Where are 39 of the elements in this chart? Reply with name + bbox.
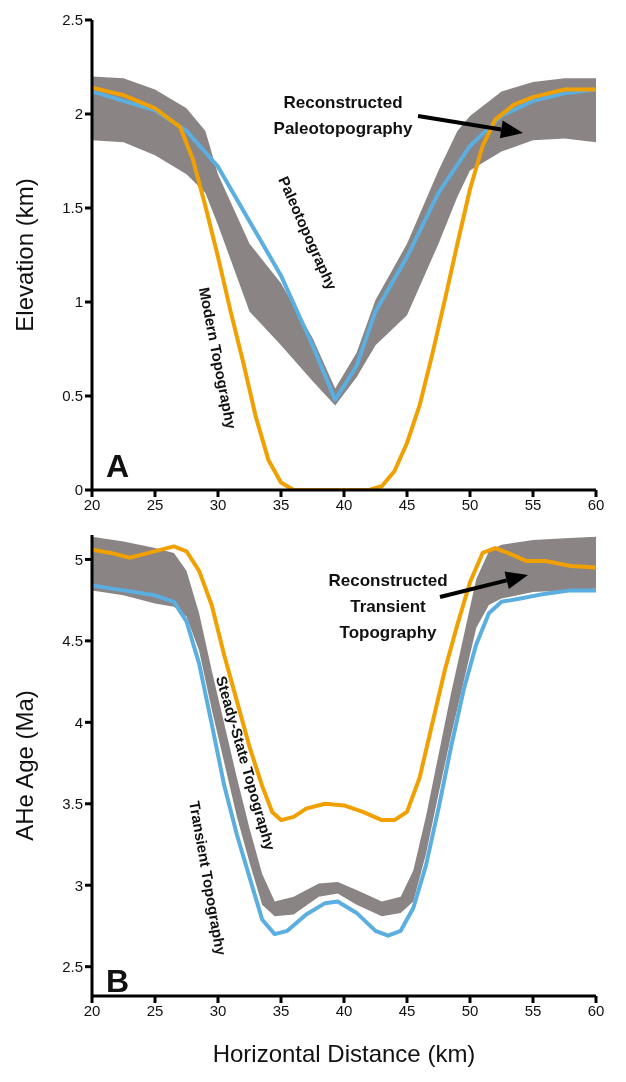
- text: Modern Topography: [195, 285, 241, 431]
- y-tick-label: 3.5: [62, 795, 83, 813]
- y-tick-label: 5: [74, 550, 83, 568]
- y-tick-label: 2.5: [62, 11, 83, 29]
- annotation: B: [106, 963, 130, 1000]
- y-axis-title: AHe Age (Ma): [10, 690, 38, 841]
- x-tick-label: 50: [461, 495, 479, 513]
- x-tick-label: 60: [587, 495, 605, 513]
- y-tick-label: 2: [74, 105, 83, 123]
- x-tick-label: 25: [146, 1001, 164, 1019]
- y-tick-label: 4.5: [62, 632, 83, 650]
- x-tick-label: 45: [398, 1001, 416, 1019]
- x-tick-label: 55: [524, 495, 542, 513]
- x-tick-label: 45: [398, 495, 416, 513]
- x-tick-label: 25: [146, 495, 164, 513]
- y-tick-label: 4: [74, 713, 83, 731]
- text: Transient Topography: [186, 799, 230, 957]
- annotation: Reconstructed Paleotopography: [272, 92, 414, 140]
- x-axis-title: Horizontal Distance (km): [212, 1040, 476, 1067]
- x-tick-label: 35: [272, 1001, 290, 1019]
- x-tick-label: 40: [335, 1001, 353, 1019]
- y-tick-label: 0: [74, 481, 83, 499]
- y-tick-label: 3: [74, 876, 83, 894]
- x-tick-label: 30: [209, 495, 227, 513]
- x-tick-label: 40: [335, 495, 353, 513]
- x-tick-label: 55: [524, 1001, 542, 1019]
- x-tick-label: 30: [209, 1001, 227, 1019]
- y-tick-label: 0.5: [62, 387, 83, 405]
- annotation: Reconstructed Transient Topography: [327, 570, 449, 644]
- x-tick-label: 35: [272, 495, 290, 513]
- x-tick-label: 20: [83, 1001, 101, 1019]
- y-tick-label: 1.5: [62, 199, 83, 217]
- x-tick-label: 20: [83, 495, 101, 513]
- y-tick-label: 1: [74, 293, 83, 311]
- annotation: A: [106, 448, 130, 485]
- y-axis-title: Elevation (km): [10, 178, 38, 332]
- x-tick-label: 60: [587, 1001, 605, 1019]
- x-tick-label: 50: [461, 1001, 479, 1019]
- y-tick-label: 2.5: [62, 958, 83, 975]
